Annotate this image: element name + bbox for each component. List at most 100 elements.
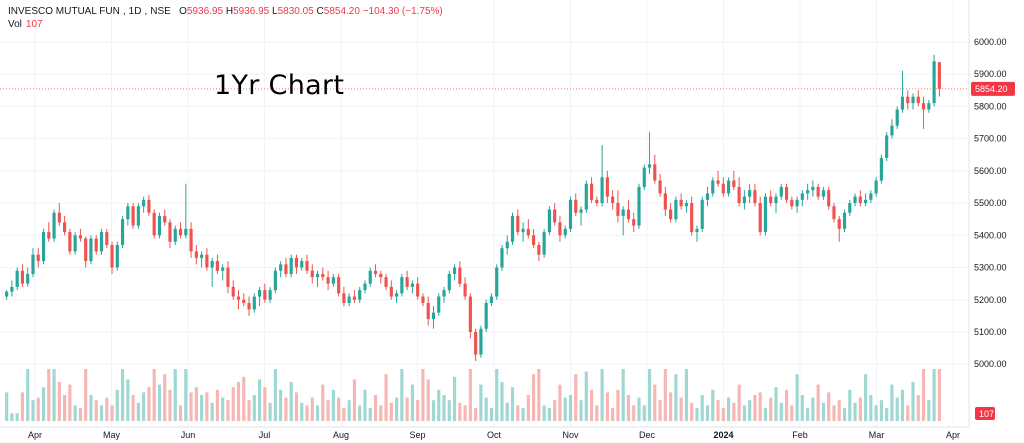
candle-body: [257, 290, 262, 297]
candle-body: [226, 267, 230, 287]
volume-bar: [52, 369, 56, 421]
volume-bar: [205, 392, 209, 421]
volume-bar: [616, 389, 620, 421]
volume-bar: [41, 387, 46, 421]
volume-bar: [932, 369, 936, 421]
interval[interactable]: 1D: [128, 6, 142, 17]
y-tick-label: 5600.00: [974, 166, 1007, 176]
candle-body: [869, 193, 873, 200]
x-tick-label: Feb: [792, 430, 808, 440]
candle-body: [832, 206, 836, 220]
candle-body: [827, 190, 831, 207]
volume-bar: [20, 392, 25, 421]
symbol-name[interactable]: INVESCO MUTUAL FUN: [8, 6, 120, 17]
candle-body: [495, 267, 499, 297]
volume-bar: [131, 395, 135, 421]
candle-body: [36, 254, 40, 262]
candle-body: [642, 167, 646, 187]
volume-bar: [479, 384, 483, 421]
candle-body: [726, 180, 731, 194]
candle-body: [589, 183, 594, 200]
y-tick-label: 5700.00: [974, 134, 1007, 144]
candle-body: [442, 290, 446, 297]
candle-body: [410, 283, 414, 287]
volume-bar: [342, 408, 346, 421]
volume-bar: [447, 400, 451, 421]
candle-body: [795, 199, 799, 207]
y-tick-label: 5900.00: [974, 69, 1007, 79]
volume-legend: Vol 107: [8, 19, 43, 30]
candle-body: [711, 180, 715, 194]
volume-bar: [837, 400, 841, 421]
candle-body: [15, 270, 19, 287]
candle-body: [300, 261, 304, 268]
volume-bar: [516, 405, 520, 421]
low-value: 5830.05: [277, 6, 314, 17]
candle-body: [842, 212, 847, 229]
volume-bar: [874, 405, 878, 421]
candle-body: [574, 199, 578, 213]
candle-body: [194, 251, 198, 258]
candle-body: [821, 190, 826, 197]
candle-body: [231, 286, 235, 297]
candle-body: [363, 283, 367, 291]
candle-body: [73, 235, 77, 252]
candle-body: [210, 261, 214, 268]
candle-body: [431, 312, 436, 320]
candle-body: [653, 164, 657, 181]
volume-bar: [263, 387, 267, 421]
volume-bar: [600, 369, 604, 421]
candle-body: [890, 125, 894, 136]
candle-body: [663, 193, 667, 210]
candle-body: [331, 277, 335, 284]
volume-bar: [421, 369, 425, 421]
candle-body: [395, 293, 399, 297]
candle-body: [321, 273, 325, 278]
candle-body: [247, 302, 251, 310]
volume-bar: [869, 395, 873, 421]
volume-bar: [94, 400, 98, 421]
candle-body: [505, 241, 509, 249]
candle-body: [874, 180, 878, 194]
volume-bar: [827, 392, 831, 421]
volume-bar: [637, 397, 641, 421]
candles: [5, 54, 941, 361]
candle-body: [215, 261, 220, 271]
volume-bar: [284, 397, 288, 421]
volume-bar: [257, 379, 262, 421]
volume-bar: [10, 413, 14, 421]
time-axis[interactable]: Apr May Jun Jul Aug Sep Oct Nov Dec 2024 Feb Mar Apr: [28, 430, 960, 440]
volume-bar: [200, 395, 204, 421]
candle-body: [489, 296, 494, 303]
volume-bar: [110, 405, 114, 421]
candle-body: [748, 190, 752, 197]
candle-body: [63, 222, 67, 233]
volume-bar: [321, 384, 325, 421]
volume-bar: [658, 400, 662, 421]
candle-body: [142, 199, 146, 207]
volume-bar: [395, 397, 399, 421]
candle-body: [921, 103, 926, 110]
volume-bar: [142, 392, 146, 421]
volume-bar: [184, 369, 188, 421]
volume-bar: [463, 405, 467, 421]
candle-body: [342, 293, 346, 303]
candle-body: [126, 206, 130, 220]
candle-body: [120, 219, 125, 245]
volume-bar: [363, 389, 367, 421]
volume-bar: [163, 374, 167, 421]
price-axis[interactable]: 6000.00 5900.00 5800.00 5700.00 5600.00 5500.…: [974, 37, 1007, 369]
volume-bar: [769, 397, 773, 421]
volume-badge: 107: [975, 407, 995, 420]
candle-body: [389, 286, 393, 297]
close-value: 5854.20: [323, 6, 360, 17]
x-tick-label: Jun: [181, 430, 196, 440]
candle-body: [31, 254, 35, 274]
candle-body: [690, 203, 694, 233]
candle-body: [716, 180, 720, 184]
volume-bar: [779, 402, 783, 421]
candle-body: [595, 199, 599, 204]
candle-body: [800, 193, 804, 200]
candle-body: [916, 96, 920, 104]
